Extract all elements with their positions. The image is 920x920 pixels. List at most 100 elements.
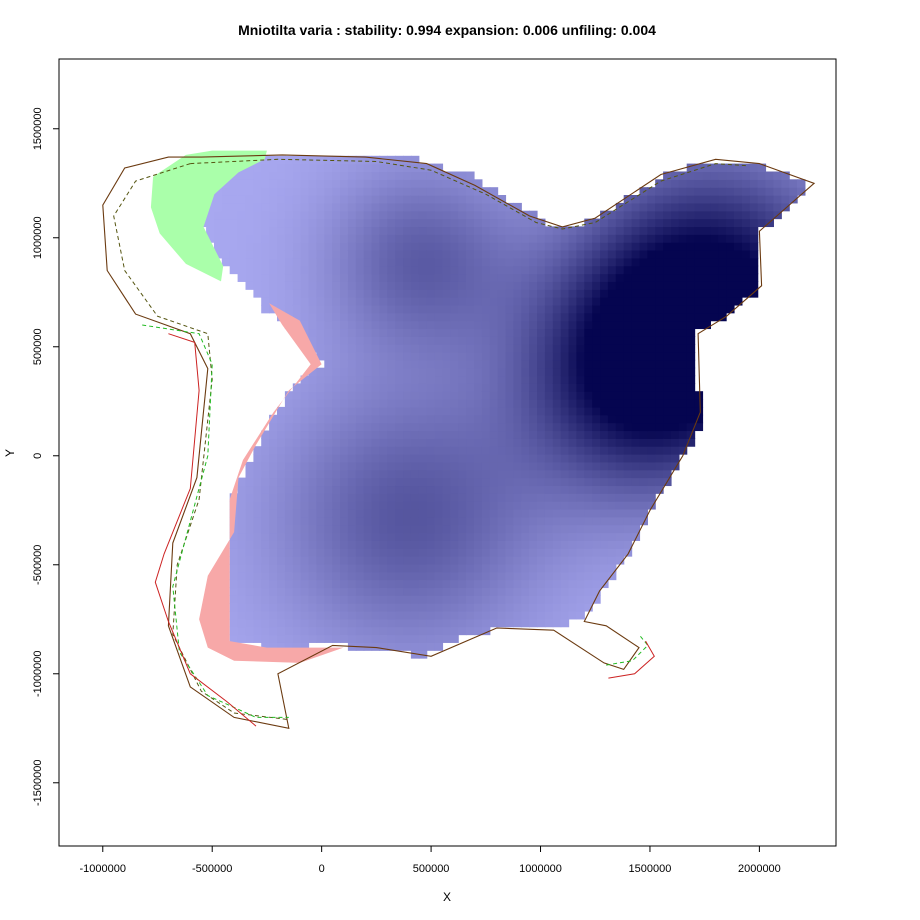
heatmap-cell — [355, 414, 365, 424]
heatmap-cell — [544, 509, 554, 518]
heatmap-cell — [529, 367, 538, 377]
heatmap-cell — [726, 187, 735, 196]
heatmap-cell — [607, 359, 617, 369]
heatmap-cell — [655, 187, 664, 196]
heatmap-cell — [363, 187, 373, 196]
heatmap-cell — [442, 540, 451, 549]
heatmap-cell — [395, 218, 404, 228]
heatmap-cell — [395, 524, 404, 534]
heatmap-cell — [426, 273, 436, 282]
heatmap-cell — [639, 226, 648, 235]
heatmap-cell — [623, 257, 633, 267]
heatmap-cell — [671, 446, 680, 455]
heatmap-cell — [568, 383, 577, 392]
heatmap-cell — [379, 422, 388, 432]
heatmap-cell — [308, 257, 317, 267]
heatmap-cell — [513, 414, 522, 424]
heatmap-cell — [726, 226, 735, 235]
heatmap-cell — [355, 446, 365, 455]
heatmap-cell — [552, 414, 562, 424]
heatmap-cell — [253, 234, 262, 243]
heatmap-cell — [710, 257, 719, 267]
heatmap-cell — [300, 422, 310, 432]
heatmap-cell — [481, 626, 491, 636]
heatmap-cell — [347, 516, 357, 526]
heatmap-cell — [458, 383, 467, 392]
heatmap-cell — [702, 257, 711, 267]
heatmap-cell — [639, 265, 648, 275]
heatmap-cell — [741, 250, 751, 259]
heatmap-cell — [655, 422, 664, 432]
heatmap-cell — [332, 312, 341, 322]
heatmap-cell — [379, 548, 388, 557]
heatmap-cell — [340, 532, 349, 541]
heatmap-cell — [269, 485, 278, 494]
heatmap-cell — [655, 250, 664, 259]
heatmap-cell — [434, 603, 444, 612]
heatmap-cell — [466, 571, 475, 581]
heatmap-cell — [576, 257, 585, 267]
heatmap-cell — [245, 634, 254, 643]
heatmap-cell — [387, 265, 396, 275]
heatmap-cell — [497, 375, 507, 384]
heatmap-cell — [277, 485, 286, 494]
heatmap-cell — [316, 406, 325, 416]
heatmap-cell — [340, 524, 349, 534]
heatmap-cell — [363, 587, 373, 596]
heatmap-cell — [300, 406, 310, 416]
heatmap-cell — [765, 210, 774, 220]
heatmap-cell — [418, 202, 428, 212]
heatmap-cell — [426, 634, 436, 643]
heatmap-cell — [600, 257, 609, 267]
heatmap-cell — [749, 171, 759, 180]
heatmap-cell — [797, 179, 806, 188]
heatmap-cell — [663, 383, 672, 392]
heatmap-cell — [647, 461, 656, 471]
heatmap-cell — [277, 414, 286, 424]
heatmap-cell — [639, 469, 648, 479]
heatmap-cell — [505, 422, 514, 432]
heatmap-cell — [686, 375, 696, 384]
heatmap-cell — [576, 328, 585, 337]
heatmap-cell — [600, 367, 609, 377]
heatmap-cell — [497, 202, 507, 212]
heatmap-cell — [631, 414, 641, 424]
heatmap-cell — [308, 336, 317, 345]
heatmap-cell — [544, 304, 554, 314]
heatmap-cell — [347, 383, 357, 392]
heatmap-cell — [474, 532, 483, 541]
heatmap-cell — [686, 359, 696, 369]
heatmap-cell — [403, 281, 412, 290]
heatmap-cell — [678, 187, 688, 196]
heatmap-cell — [647, 336, 656, 345]
heatmap-cell — [694, 320, 704, 330]
heatmap-cell — [284, 532, 294, 541]
heatmap-cell — [537, 571, 546, 581]
heatmap-cell — [552, 611, 562, 620]
heatmap-cell — [434, 312, 444, 322]
heatmap-cell — [623, 336, 633, 345]
heatmap-cell — [458, 571, 467, 581]
heatmap-cell — [426, 210, 436, 220]
heatmap-cell — [734, 210, 743, 220]
heatmap-cell — [521, 250, 530, 259]
heatmap-cell — [734, 195, 743, 204]
heatmap-cell — [418, 430, 428, 439]
heatmap-cell — [403, 532, 412, 541]
heatmap-cell — [576, 422, 585, 432]
heatmap-cell — [379, 454, 388, 463]
heatmap-cell — [466, 556, 475, 565]
heatmap-cell — [773, 179, 782, 188]
heatmap-cell — [340, 501, 349, 510]
heatmap-cell — [537, 297, 546, 306]
heatmap-cell — [584, 469, 593, 479]
heatmap-cell — [505, 399, 514, 408]
heatmap-cell — [379, 344, 388, 353]
heatmap-cell — [442, 257, 451, 267]
heatmap-cell — [450, 414, 459, 424]
heatmap-cell — [576, 548, 585, 557]
heatmap-cell — [474, 179, 483, 188]
heatmap-cell — [363, 556, 373, 565]
heatmap-cell — [292, 446, 302, 455]
heatmap-cell — [734, 281, 743, 290]
